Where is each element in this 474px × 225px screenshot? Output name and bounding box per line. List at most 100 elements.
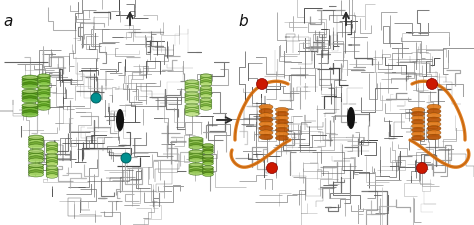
Ellipse shape [201, 99, 211, 101]
Ellipse shape [28, 142, 44, 147]
Ellipse shape [189, 145, 203, 149]
Ellipse shape [29, 150, 43, 153]
Ellipse shape [189, 156, 203, 160]
Ellipse shape [185, 110, 199, 114]
Ellipse shape [46, 146, 58, 150]
Ellipse shape [200, 88, 212, 92]
Ellipse shape [201, 75, 211, 77]
Ellipse shape [189, 164, 203, 166]
Ellipse shape [28, 135, 44, 140]
Ellipse shape [200, 92, 212, 96]
Ellipse shape [189, 169, 203, 173]
Ellipse shape [200, 100, 212, 104]
Ellipse shape [46, 143, 57, 145]
Ellipse shape [202, 156, 213, 160]
Ellipse shape [22, 105, 38, 110]
Ellipse shape [203, 144, 213, 147]
Ellipse shape [200, 102, 212, 106]
Ellipse shape [22, 94, 38, 99]
Ellipse shape [22, 110, 38, 115]
Ellipse shape [185, 88, 199, 92]
Ellipse shape [28, 140, 44, 144]
Ellipse shape [185, 92, 199, 96]
Ellipse shape [259, 126, 273, 131]
Ellipse shape [259, 130, 273, 135]
Ellipse shape [259, 104, 273, 110]
Ellipse shape [38, 90, 50, 94]
Ellipse shape [202, 144, 213, 147]
Ellipse shape [46, 172, 58, 176]
Ellipse shape [200, 80, 212, 84]
Ellipse shape [202, 151, 213, 154]
Ellipse shape [46, 158, 58, 162]
Ellipse shape [189, 139, 203, 143]
Ellipse shape [22, 77, 38, 82]
Ellipse shape [189, 154, 203, 158]
Ellipse shape [202, 171, 213, 175]
Ellipse shape [200, 90, 212, 94]
Ellipse shape [46, 142, 58, 146]
Ellipse shape [185, 81, 199, 83]
Ellipse shape [411, 135, 425, 141]
Circle shape [266, 162, 277, 173]
Ellipse shape [259, 113, 273, 118]
Text: b: b [238, 14, 247, 29]
Ellipse shape [427, 121, 441, 127]
Ellipse shape [185, 86, 199, 90]
Ellipse shape [185, 94, 199, 98]
Ellipse shape [28, 144, 44, 149]
Ellipse shape [38, 100, 50, 104]
Ellipse shape [29, 136, 43, 139]
Ellipse shape [275, 135, 289, 141]
Ellipse shape [22, 103, 38, 108]
Ellipse shape [28, 165, 44, 170]
Ellipse shape [427, 134, 441, 140]
Ellipse shape [275, 131, 289, 137]
Ellipse shape [38, 92, 50, 96]
Ellipse shape [38, 106, 50, 110]
Ellipse shape [411, 107, 425, 113]
Ellipse shape [347, 107, 355, 129]
Ellipse shape [22, 89, 38, 94]
Ellipse shape [427, 108, 441, 114]
Ellipse shape [22, 84, 38, 89]
Ellipse shape [275, 123, 289, 129]
Ellipse shape [189, 158, 203, 162]
Ellipse shape [38, 98, 50, 102]
Circle shape [427, 79, 438, 90]
Ellipse shape [189, 165, 203, 169]
Ellipse shape [189, 143, 203, 147]
Ellipse shape [259, 134, 273, 140]
Ellipse shape [185, 104, 199, 108]
Ellipse shape [28, 153, 44, 158]
Ellipse shape [22, 104, 37, 107]
Circle shape [121, 153, 131, 163]
Ellipse shape [28, 149, 44, 154]
Ellipse shape [189, 141, 203, 145]
Ellipse shape [185, 106, 199, 110]
Ellipse shape [185, 100, 199, 104]
Ellipse shape [201, 87, 211, 89]
Ellipse shape [259, 117, 273, 123]
Ellipse shape [189, 138, 203, 140]
Ellipse shape [46, 162, 58, 166]
Ellipse shape [22, 75, 38, 80]
Ellipse shape [427, 130, 441, 135]
Ellipse shape [46, 160, 58, 164]
Text: a: a [3, 14, 12, 29]
Ellipse shape [200, 82, 212, 86]
Ellipse shape [275, 119, 289, 125]
Ellipse shape [202, 162, 213, 165]
Ellipse shape [22, 96, 38, 101]
Ellipse shape [22, 91, 38, 96]
Ellipse shape [46, 144, 58, 148]
Ellipse shape [411, 119, 425, 125]
Ellipse shape [46, 154, 58, 158]
Ellipse shape [202, 160, 213, 164]
Ellipse shape [203, 155, 213, 158]
Ellipse shape [22, 108, 38, 112]
Ellipse shape [28, 156, 44, 161]
Ellipse shape [203, 166, 213, 169]
Ellipse shape [46, 166, 58, 170]
Ellipse shape [22, 90, 37, 93]
